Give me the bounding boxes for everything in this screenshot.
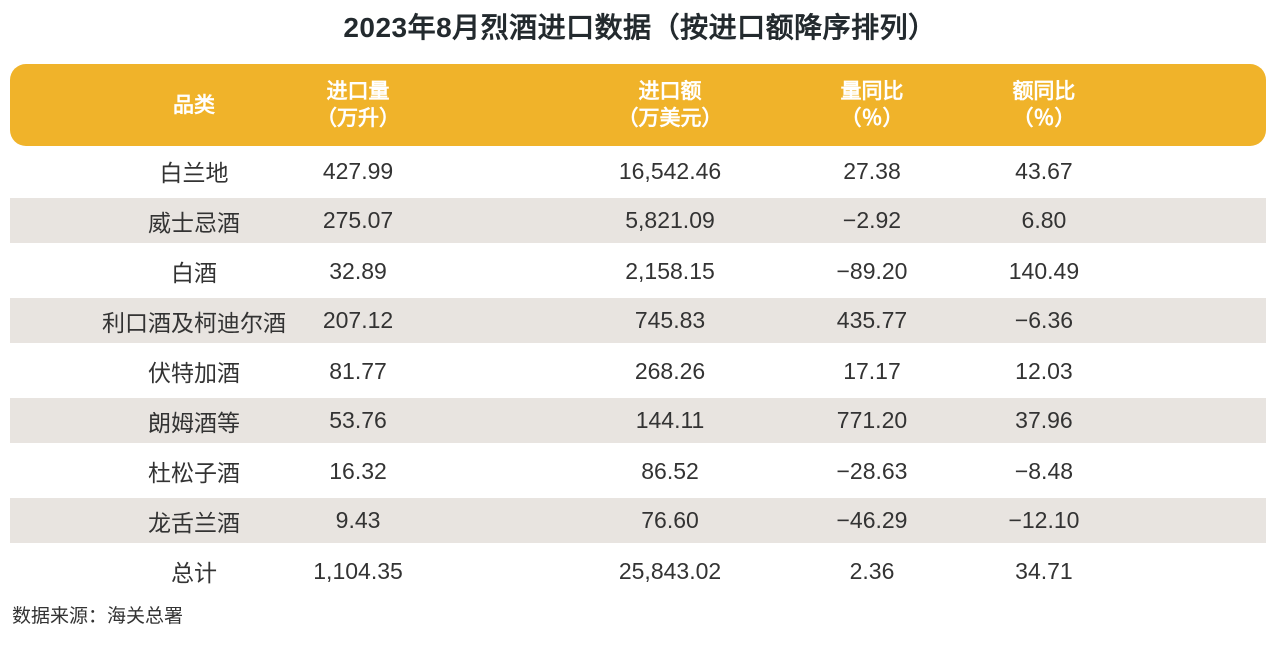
cell-import-volume: 16.32 [329,457,387,484]
table-row: 杜松子酒 16.32 86.52 −28.63 −8.48 [10,446,1266,496]
cell-category: 朗姆酒等 [148,409,240,436]
cell-import-volume: 1,104.35 [313,557,403,584]
column-header-label: 品类 [173,93,215,117]
cell-value-yoy: 12.03 [1015,357,1073,384]
cell-volume-yoy: −89.20 [836,257,908,284]
cell-value-yoy: −8.48 [1014,457,1074,484]
table-row: 白酒 32.89 2,158.15 −89.20 140.49 [10,246,1266,296]
cell-import-volume: 207.12 [322,307,394,333]
column-header-value-yoy: 额同比 （％） [1012,64,1075,146]
table-row: 白兰地 427.99 16,542.46 27.38 43.67 [10,146,1266,196]
cell-category: 白酒 [171,260,217,286]
cell-volume-yoy: −46.29 [836,507,908,533]
column-header-label: 额同比 [1012,80,1076,103]
cell-import-volume: 53.76 [329,407,387,433]
column-header-label: 进口量 [326,80,390,103]
cell-volume-yoy: 17.17 [843,357,901,384]
cell-volume-yoy: 771.20 [836,407,908,433]
cell-value-yoy: 6.80 [1021,207,1067,233]
cell-value-yoy: −6.36 [1014,307,1074,333]
cell-volume-yoy: 435.77 [836,307,908,333]
column-header-label: 量同比 [840,80,904,103]
table-header-row: 品类 进口量 （万升） 进口额 （万美元） 量同比 （％） 额同比 （％） [10,64,1266,146]
table-row: 龙舌兰酒 9.43 76.60 −46.29 −12.10 [10,496,1266,546]
cell-value-yoy: 34.71 [1015,557,1073,584]
cell-import-value: 2,158.15 [625,257,715,284]
column-header-category: 品类 [173,64,215,146]
cell-volume-yoy: −28.63 [836,457,908,484]
cell-import-value: 268.26 [634,357,706,384]
cell-category: 白兰地 [159,160,229,186]
column-header-import-volume: 进口量 （万升） [316,64,400,146]
cell-import-volume: 275.07 [322,207,394,233]
cell-import-value: 144.11 [635,407,705,433]
cell-value-yoy: −12.10 [1008,507,1080,533]
cell-import-value: 25,843.02 [618,557,722,584]
cell-import-volume: 81.77 [329,357,387,384]
cell-category: 龙舌兰酒 [148,509,240,536]
table-row: 威士忌酒 275.07 5,821.09 −2.92 6.80 [10,196,1266,246]
cell-category: 威士忌酒 [148,209,240,236]
column-header-label: 进口额 [638,80,702,103]
cell-import-volume: 32.89 [329,257,387,284]
column-header-unit: （％） [1012,107,1076,130]
cell-import-value: 745.83 [634,307,706,333]
cell-category: 伏特加酒 [148,360,240,386]
imports-table: 品类 进口量 （万升） 进口额 （万美元） 量同比 （％） 额同比 （％） 白兰… [10,64,1266,596]
cell-import-volume: 9.43 [335,507,381,533]
cell-import-volume: 427.99 [322,157,394,184]
column-header-unit: （％） [840,107,904,130]
cell-volume-yoy: −2.92 [842,207,902,233]
cell-import-value: 86.52 [641,457,699,484]
column-header-unit: （万美元） [617,107,723,130]
cell-category: 杜松子酒 [148,460,240,486]
table-row: 伏特加酒 81.77 268.26 17.17 12.03 [10,346,1266,396]
cell-import-value: 5,821.09 [625,207,715,233]
table-row: 利口酒及柯迪尔酒 207.12 745.83 435.77 −6.36 [10,296,1266,346]
table-body: 白兰地 427.99 16,542.46 27.38 43.67 威士忌酒 27… [10,146,1266,596]
cell-value-yoy: 43.67 [1015,157,1073,184]
cell-value-yoy: 37.96 [1015,407,1073,433]
cell-import-value: 16,542.46 [618,157,722,184]
column-header-volume-yoy: 量同比 （％） [840,64,903,146]
column-header-unit: （万升） [316,107,401,130]
cell-volume-yoy: 2.36 [849,557,895,584]
cell-import-value: 76.60 [641,507,699,533]
table-row: 朗姆酒等 53.76 144.11 771.20 37.96 [10,396,1266,446]
cell-category: 总计 [171,560,217,586]
data-source-note: 数据来源：海关总署 [12,606,184,627]
cell-value-yoy: 140.49 [1008,257,1080,284]
cell-category: 利口酒及柯迪尔酒 [102,309,286,336]
page-title: 2023年8月烈酒进口数据（按进口额降序排列） [343,12,937,43]
column-header-import-value: 进口额 （万美元） [618,64,723,146]
table-row: 总计 1,104.35 25,843.02 2.36 34.71 [10,546,1266,596]
cell-volume-yoy: 27.38 [843,157,901,184]
